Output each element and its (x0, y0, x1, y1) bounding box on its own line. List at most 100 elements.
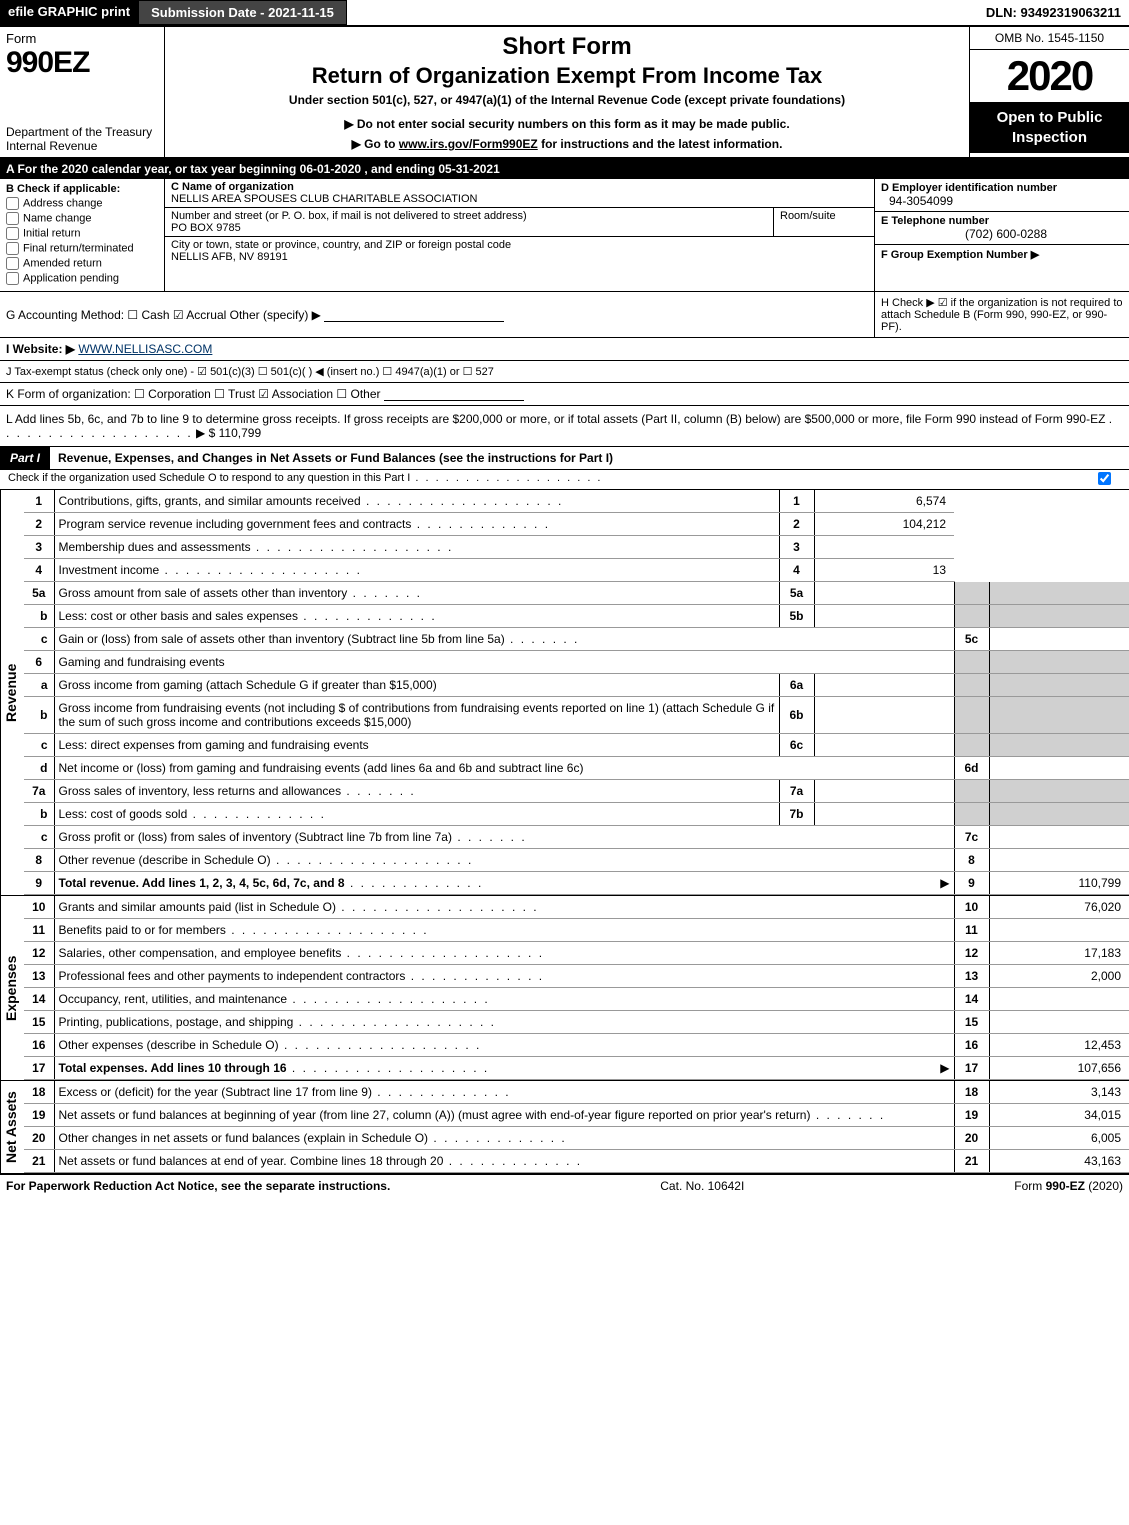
d-label: D Employer identification number (881, 182, 1057, 194)
r17-arrow: ▶ (940, 1061, 949, 1075)
other-specify-underline[interactable] (324, 308, 504, 322)
part-1-label: Part I (0, 447, 50, 469)
table-row: cLess: direct expenses from gaming and f… (24, 734, 1129, 757)
part-1-header: Part I Revenue, Expenses, and Changes in… (0, 447, 1129, 470)
table-row: bGross income from fundraising events (n… (24, 697, 1129, 734)
schedule-o-checkbox[interactable] (1098, 472, 1111, 485)
chk-final-return[interactable]: Final return/terminated (6, 242, 158, 255)
title-note-1: ▶ Do not enter social security numbers o… (175, 117, 959, 131)
e-label: E Telephone number (881, 215, 989, 227)
submission-date-label: Submission Date - 2021-11-15 (138, 0, 347, 25)
accounting-method: G Accounting Method: ☐ Cash ☑ Accrual Ot… (6, 308, 321, 322)
dln-label: DLN: 93492319063211 (978, 1, 1129, 24)
r9-desc: Total revenue. Add lines 1, 2, 3, 4, 5c,… (59, 876, 345, 890)
part-1-subnote-text: Check if the organization used Schedule … (8, 472, 603, 485)
table-row: 18Excess or (deficit) for the year (Subt… (24, 1081, 1129, 1104)
chk-initial-return[interactable]: Initial return (6, 227, 158, 240)
title-main: Return of Organization Exempt From Incom… (175, 63, 959, 89)
footer-mid: Cat. No. 10642I (660, 1179, 744, 1193)
line-i: I Website: ▶ WWW.NELLISASC.COM (0, 338, 1129, 361)
netassets-section: Net Assets 18Excess or (deficit) for the… (0, 1080, 1129, 1173)
expenses-section: Expenses 10Grants and similar amounts pa… (0, 895, 1129, 1080)
line-l-text: L Add lines 5b, 6c, and 7b to line 9 to … (6, 412, 1105, 426)
cell-f: F Group Exemption Number ▶ (875, 245, 1129, 264)
line-l-value: 110,799 (219, 426, 262, 440)
r17-desc: Total expenses. Add lines 10 through 16 (59, 1061, 287, 1075)
table-row: 13Professional fees and other payments t… (24, 965, 1129, 988)
section-b: B Check if applicable: Address change Na… (0, 179, 165, 291)
form-header: Form 990EZ Department of the Treasury In… (0, 27, 1129, 159)
chk-name-change[interactable]: Name change (6, 212, 158, 225)
chk-amended-return[interactable]: Amended return (6, 257, 158, 270)
table-row: 21Net assets or fund balances at end of … (24, 1150, 1129, 1173)
omb-label: OMB No. 1545-1150 (970, 27, 1129, 50)
f-label: F Group Exemption Number ▶ (881, 249, 1039, 261)
table-row: 5aGross amount from sale of assets other… (24, 582, 1129, 605)
page-footer: For Paperwork Reduction Act Notice, see … (0, 1173, 1129, 1197)
title-short: Short Form (175, 33, 959, 61)
table-row: 3Membership dues and assessments3 (24, 536, 1129, 559)
city: NELLIS AFB, NV 89191 (171, 251, 288, 263)
tax-year: 2020 (970, 50, 1129, 102)
irs-link[interactable]: www.irs.gov/Form990EZ (399, 137, 538, 151)
table-row: 1Contributions, gifts, grants, and simil… (24, 490, 1129, 513)
table-row: bLess: cost of goods sold7b (24, 803, 1129, 826)
table-row: 10Grants and similar amounts paid (list … (24, 896, 1129, 919)
header-mid: Short Form Return of Organization Exempt… (165, 27, 969, 157)
table-row: 12Salaries, other compensation, and empl… (24, 942, 1129, 965)
website-link[interactable]: WWW.NELLISASC.COM (78, 342, 212, 356)
table-row: 19Net assets or fund balances at beginni… (24, 1104, 1129, 1127)
section-b-head: B Check if applicable: (6, 183, 120, 195)
street-label: Number and street (or P. O. box, if mail… (171, 210, 527, 222)
row-org-name: C Name of organization NELLIS AREA SPOUS… (165, 179, 874, 208)
table-row: 2Program service revenue including gover… (24, 513, 1129, 536)
city-label: City or town, state or province, country… (171, 239, 511, 251)
table-row: 9Total revenue. Add lines 1, 2, 3, 4, 5c… (24, 872, 1129, 895)
i-label: I Website: ▶ (6, 342, 75, 356)
table-row: 20Other changes in net assets or fund ba… (24, 1127, 1129, 1150)
table-row: dNet income or (loss) from gaming and fu… (24, 757, 1129, 780)
open-to-public-inspection: Open to Public Inspection (970, 102, 1129, 153)
expenses-table: 10Grants and similar amounts paid (list … (24, 896, 1129, 1080)
title-note-2: ▶ Go to www.irs.gov/Form990EZ for instru… (175, 137, 959, 151)
form-number: 990EZ (6, 46, 158, 80)
netassets-table: 18Excess or (deficit) for the year (Subt… (24, 1081, 1129, 1173)
header-left: Form 990EZ Department of the Treasury In… (0, 27, 165, 157)
title-sub: Under section 501(c), 527, or 4947(a)(1)… (175, 93, 959, 107)
line-g: G Accounting Method: ☐ Cash ☑ Accrual Ot… (0, 302, 874, 328)
note2-pre: ▶ Go to (352, 137, 399, 151)
section-c: C Name of organization NELLIS AREA SPOUS… (165, 179, 874, 291)
footer-right: Form 990-EZ (2020) (1014, 1179, 1123, 1193)
table-row: 15Printing, publications, postage, and s… (24, 1011, 1129, 1034)
expenses-vert-label: Expenses (0, 896, 24, 1080)
c-label: C Name of organization (171, 181, 294, 193)
cell-d: D Employer identification number 94-3054… (875, 179, 1129, 212)
top-bar: efile GRAPHIC print Submission Date - 20… (0, 0, 1129, 27)
table-row: 8Other revenue (describe in Schedule O)8 (24, 849, 1129, 872)
line-k-text: K Form of organization: ☐ Corporation ☐ … (6, 387, 381, 401)
k-other-underline[interactable] (384, 387, 524, 401)
part-1-subnote: Check if the organization used Schedule … (0, 470, 1129, 490)
table-row: 7aGross sales of inventory, less returns… (24, 780, 1129, 803)
efile-print-label[interactable]: efile GRAPHIC print (0, 0, 138, 25)
table-row: bLess: cost or other basis and sales exp… (24, 605, 1129, 628)
note2-post: for instructions and the latest informat… (538, 137, 783, 151)
ein-value: 94-3054099 (889, 194, 953, 208)
table-row: 11Benefits paid to or for members11 (24, 919, 1129, 942)
footer-left: For Paperwork Reduction Act Notice, see … (6, 1179, 390, 1193)
department-label: Department of the Treasury Internal Reve… (6, 125, 158, 153)
chk-application-pending[interactable]: Application pending (6, 272, 158, 285)
revenue-table: 1Contributions, gifts, grants, and simil… (24, 490, 1129, 895)
line-l-arrow: ▶ $ (196, 426, 215, 440)
netassets-vert-label: Net Assets (0, 1081, 24, 1173)
row-gh: G Accounting Method: ☐ Cash ☑ Accrual Ot… (0, 292, 1129, 338)
chk-address-change[interactable]: Address change (6, 197, 158, 210)
room-label: Room/suite (780, 210, 836, 222)
line-l: L Add lines 5b, 6c, and 7b to line 9 to … (0, 406, 1129, 447)
section-def: D Employer identification number 94-3054… (874, 179, 1129, 291)
table-row: 17Total expenses. Add lines 10 through 1… (24, 1057, 1129, 1080)
table-row: cGain or (loss) from sale of assets othe… (24, 628, 1129, 651)
revenue-section: Revenue 1Contributions, gifts, grants, a… (0, 490, 1129, 895)
table-row: cGross profit or (loss) from sales of in… (24, 826, 1129, 849)
line-k: K Form of organization: ☐ Corporation ☐ … (0, 383, 1129, 406)
